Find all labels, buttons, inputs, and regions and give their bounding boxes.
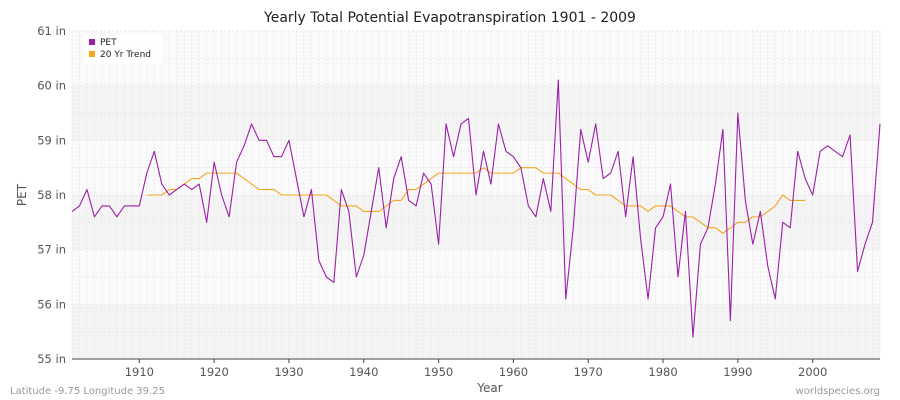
x-tick-label: 1960: [499, 365, 528, 379]
y-tick-label: 58 in: [37, 188, 66, 202]
legend-swatch-trend: [89, 51, 95, 57]
x-tick-label: 1980: [648, 365, 677, 379]
x-tick-label: 1940: [349, 365, 378, 379]
chart-title: Yearly Total Potential Evapotranspiratio…: [263, 10, 636, 26]
legend-box: [84, 34, 162, 64]
x-tick-label: 2000: [798, 365, 827, 379]
grid: [71, 30, 881, 360]
footer-coordinates: Latitude -9.75 Longitude 39.25: [10, 386, 165, 397]
series-layer: [71, 79, 881, 338]
x-tick-label: 1970: [574, 365, 603, 379]
x-tick-label: 1910: [125, 365, 154, 379]
x-tick-labels: 1910 1920 1930 1940 1950 1960 1970 1980 1990 2000: [125, 365, 828, 379]
y-tick-label: 61 in: [37, 24, 66, 38]
x-tick-label: 1990: [723, 365, 752, 379]
y-tick-label: 59 in: [37, 133, 66, 147]
y-axis-label: PET: [15, 183, 29, 206]
x-tick-label: 1950: [424, 365, 453, 379]
series-line-pet: [71, 79, 881, 338]
x-tick-label: 1930: [274, 365, 303, 379]
x-axis-label: Year: [476, 381, 502, 395]
y-tick-label: 56 in: [37, 297, 66, 311]
legend-swatch-pet: [89, 39, 95, 45]
footer-source: worldspecies.org: [796, 386, 880, 397]
legend-label-trend: 20 Yr Trend: [100, 50, 151, 60]
legend: PET 20 Yr Trend: [84, 34, 162, 64]
y-tick-label: 60 in: [37, 79, 66, 93]
y-tick-label: 55 in: [37, 352, 66, 366]
x-tick-label: 1920: [200, 365, 229, 379]
y-tick-label: 57 in: [37, 243, 66, 257]
y-tick-labels: 55 in 56 in 57 in 58 in 59 in 60 in 61 in: [37, 24, 66, 366]
axes: [72, 358, 880, 363]
series-line-trend: [146, 167, 806, 234]
legend-label-pet: PET: [100, 38, 117, 48]
